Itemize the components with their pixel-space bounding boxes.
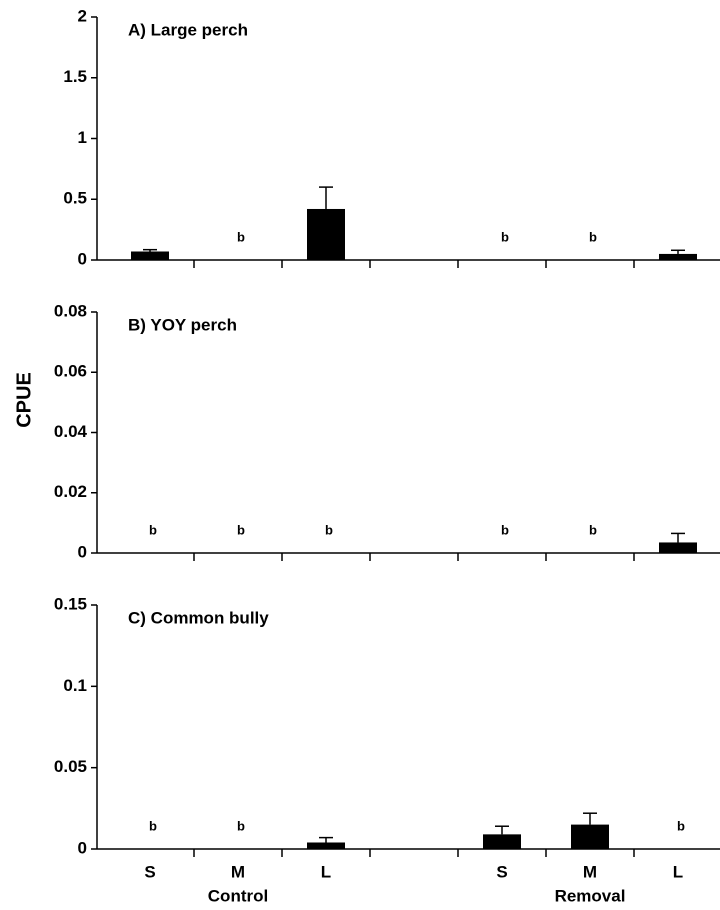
group-label: Control — [208, 886, 268, 905]
significance-letter: b — [589, 522, 597, 537]
significance-letter: b — [237, 229, 245, 244]
bar — [307, 842, 345, 849]
x-tick-label: L — [673, 862, 683, 881]
y-tick-label: 0 — [78, 542, 87, 561]
y-axis-label: CPUE — [13, 372, 35, 428]
y-tick-label: 0.04 — [54, 422, 88, 441]
significance-letter: b — [237, 522, 245, 537]
y-tick-label: 0.05 — [54, 757, 87, 776]
significance-letter: b — [589, 229, 597, 244]
x-tick-label: S — [496, 862, 507, 881]
y-tick-label: 0.15 — [54, 594, 87, 613]
significance-letter: b — [501, 522, 509, 537]
y-tick-label: 0.02 — [54, 482, 87, 501]
significance-letter: b — [325, 522, 333, 537]
bar — [659, 253, 697, 260]
y-tick-label: 1.5 — [63, 67, 87, 86]
x-tick-label: L — [321, 862, 331, 881]
bar — [307, 208, 345, 260]
group-label: Removal — [555, 886, 626, 905]
panel-title: B) YOY perch — [128, 315, 237, 334]
significance-letter: b — [149, 522, 157, 537]
significance-letter: b — [237, 818, 245, 833]
x-tick-label: S — [144, 862, 155, 881]
significance-letter: b — [149, 818, 157, 833]
bar — [131, 251, 169, 260]
y-tick-label: 1 — [78, 128, 87, 147]
bar — [483, 834, 521, 849]
panel-title: A) Large perch — [128, 20, 248, 39]
y-tick-label: 0 — [78, 838, 87, 857]
y-tick-label: 0.06 — [54, 362, 87, 381]
bar — [659, 542, 697, 553]
bar — [571, 824, 609, 849]
panel-title: C) Common bully — [128, 608, 269, 627]
x-tick-label: M — [231, 862, 245, 881]
y-tick-label: 0.1 — [63, 676, 87, 695]
y-tick-label: 2 — [78, 6, 87, 25]
y-tick-label: 0.08 — [54, 301, 87, 320]
significance-letter: b — [677, 818, 685, 833]
y-tick-label: 0 — [78, 249, 87, 268]
x-tick-label: M — [583, 862, 597, 881]
significance-letter: b — [501, 229, 509, 244]
y-tick-label: 0.5 — [63, 189, 87, 208]
